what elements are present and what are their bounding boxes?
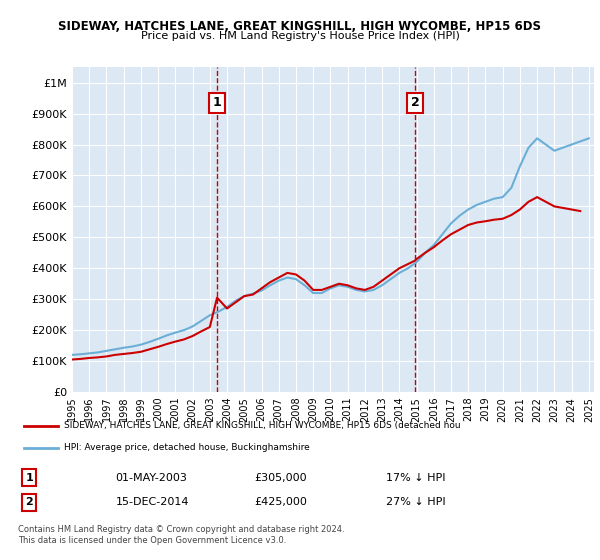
Text: Price paid vs. HM Land Registry's House Price Index (HPI): Price paid vs. HM Land Registry's House … — [140, 31, 460, 41]
Text: 01-MAY-2003: 01-MAY-2003 — [116, 473, 188, 483]
Text: 15-DEC-2014: 15-DEC-2014 — [116, 497, 189, 507]
Text: £305,000: £305,000 — [254, 473, 307, 483]
Text: SIDEWAY, HATCHES LANE, GREAT KINGSHILL, HIGH WYCOMBE, HP15 6DS (detached hou: SIDEWAY, HATCHES LANE, GREAT KINGSHILL, … — [64, 421, 460, 430]
Text: Contains HM Land Registry data © Crown copyright and database right 2024.
This d: Contains HM Land Registry data © Crown c… — [18, 525, 344, 545]
Text: 2: 2 — [411, 96, 419, 109]
Text: 1: 1 — [25, 473, 33, 483]
Text: SIDEWAY, HATCHES LANE, GREAT KINGSHILL, HIGH WYCOMBE, HP15 6DS: SIDEWAY, HATCHES LANE, GREAT KINGSHILL, … — [59, 20, 542, 32]
Text: HPI: Average price, detached house, Buckinghamshire: HPI: Average price, detached house, Buck… — [64, 444, 310, 452]
Text: £425,000: £425,000 — [254, 497, 307, 507]
Text: 27% ↓ HPI: 27% ↓ HPI — [386, 497, 446, 507]
Text: 17% ↓ HPI: 17% ↓ HPI — [386, 473, 446, 483]
Text: 1: 1 — [212, 96, 221, 109]
Text: 2: 2 — [25, 497, 33, 507]
